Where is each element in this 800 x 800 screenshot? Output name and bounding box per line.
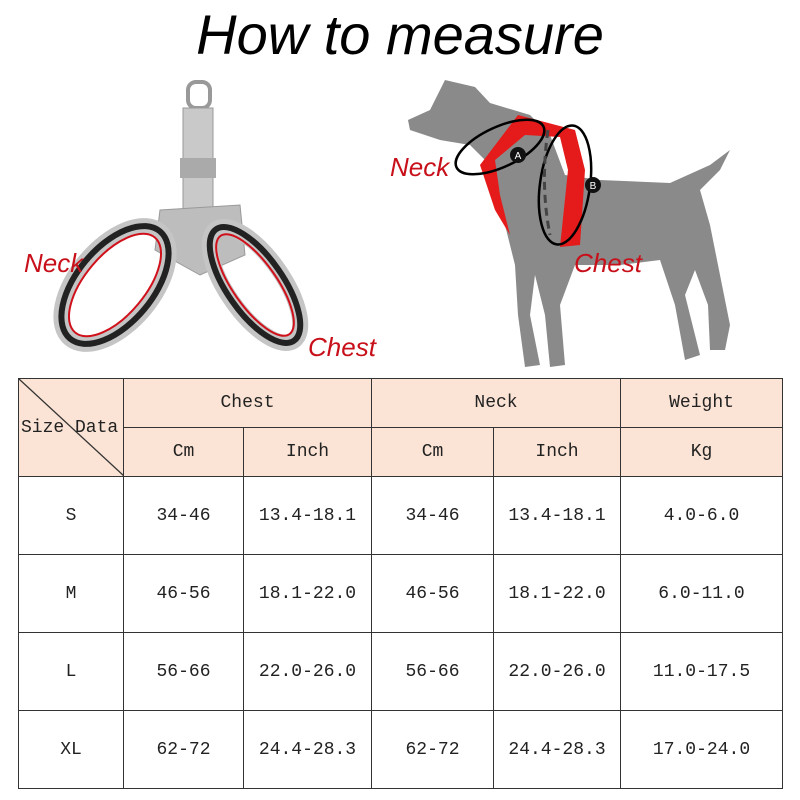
neck-cm-cell: 56-66 [371, 632, 495, 711]
table-row: L 56-66 22.0-26.0 56-66 22.0-26.0 11.0-1… [18, 632, 784, 711]
dog-illustration: A B [408, 80, 730, 367]
chest-cm-cell: 56-66 [123, 632, 244, 711]
unit-header: Cm [371, 427, 495, 477]
neck-cm-cell: 34-46 [371, 476, 495, 555]
neck-inch-cell: 18.1-22.0 [493, 554, 622, 633]
weight-cell: 6.0-11.0 [620, 554, 784, 633]
unit-header: Cm [123, 427, 244, 477]
table-row: XL 62-72 24.4-28.3 62-72 24.4-28.3 17.0-… [18, 710, 784, 789]
harness-chest-label: Chest [308, 332, 376, 362]
corner-header: Size Data [18, 378, 124, 477]
chest-inch-cell: 18.1-22.0 [242, 554, 373, 633]
group-header-neck: Neck [371, 378, 622, 428]
chest-inch-cell: 22.0-26.0 [242, 632, 373, 711]
size-cell: XL [18, 710, 124, 789]
diagonal-divider [19, 379, 124, 476]
weight-cell: 17.0-24.0 [620, 710, 784, 789]
table-row: S 34-46 13.4-18.1 34-46 13.4-18.1 4.0-6.… [18, 476, 784, 555]
neck-inch-cell: 24.4-28.3 [493, 710, 622, 789]
unit-header: Inch [493, 427, 622, 477]
weight-cell: 11.0-17.5 [620, 632, 784, 711]
marker-a: A [515, 151, 522, 162]
page-title: How to measure [196, 3, 604, 66]
unit-header: Inch [242, 427, 373, 477]
size-cell: S [18, 476, 124, 555]
marker-b: B [590, 181, 597, 192]
chest-inch-cell: 13.4-18.1 [242, 476, 373, 555]
dog-chest-label: Chest [574, 248, 642, 278]
neck-cm-cell: 46-56 [371, 554, 495, 633]
harness-illustration [53, 80, 309, 352]
dog-neck-label: Neck [390, 152, 450, 182]
table-row: M 46-56 18.1-22.0 46-56 18.1-22.0 6.0-11… [18, 554, 784, 633]
chest-inch-cell: 24.4-28.3 [242, 710, 373, 789]
weight-cell: 4.0-6.0 [620, 476, 784, 555]
size-cell: M [18, 554, 124, 633]
size-table: Size Data Chest Neck Weight Cm Inch Cm I… [18, 378, 784, 789]
size-cell: L [18, 632, 124, 711]
neck-cm-cell: 62-72 [371, 710, 495, 789]
chest-cm-cell: 46-56 [123, 554, 244, 633]
chest-cm-cell: 62-72 [123, 710, 244, 789]
unit-header: Kg [620, 427, 784, 477]
group-header-weight: Weight [620, 378, 784, 428]
chest-cm-cell: 34-46 [123, 476, 244, 555]
neck-inch-cell: 13.4-18.1 [493, 476, 622, 555]
neck-inch-cell: 22.0-26.0 [493, 632, 622, 711]
group-header-chest: Chest [122, 378, 373, 428]
harness-neck-label: Neck [24, 248, 84, 278]
